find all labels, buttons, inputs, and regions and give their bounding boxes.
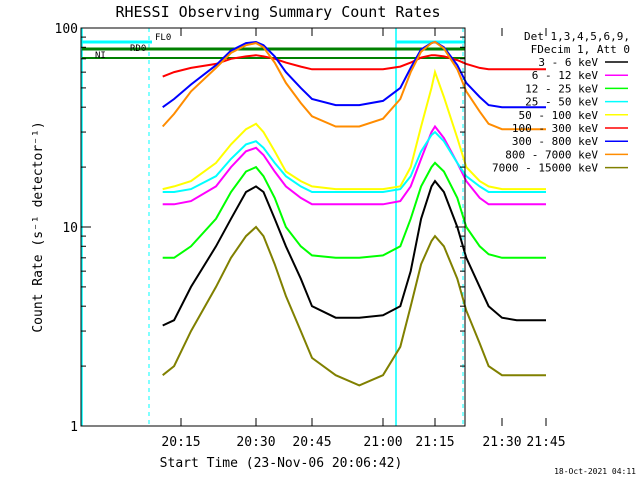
series-line-5 xyxy=(162,54,546,78)
y-axis-label: Count Rate (s⁻¹ detector⁻¹) xyxy=(31,121,46,332)
legend-entry-4: 50 - 100 keV xyxy=(519,109,599,122)
legend-entry-0: 3 - 6 keV xyxy=(538,56,598,69)
y-tick-label-0: 1 xyxy=(70,420,78,435)
legend-entry-3: 25 - 50 keV xyxy=(525,96,598,109)
series-line-1 xyxy=(162,124,546,206)
x-tick-label-2: 20:45 xyxy=(292,435,331,450)
x-tick-label-1: 20:30 xyxy=(236,435,275,450)
x-tick-label-0: 20:15 xyxy=(161,435,200,450)
series-line-3 xyxy=(162,130,546,193)
series-line-4 xyxy=(162,68,546,191)
x-axis-label: Start Time (23-Nov-06 20:06:42) xyxy=(160,456,403,471)
series-line-6 xyxy=(162,40,546,109)
legend-entry-5: 100 - 300 keV xyxy=(512,122,598,135)
series-line-2 xyxy=(162,161,546,259)
legend-header-line-1: Det 1,3,4,5,6,9, xyxy=(524,30,630,43)
flag-label-rd0: RD0 xyxy=(130,44,146,54)
legend-entry-7: 800 - 7000 keV xyxy=(505,148,598,161)
series-line-0 xyxy=(162,179,546,327)
legend-entry-2: 12 - 25 keV xyxy=(525,82,598,95)
series-layer xyxy=(161,40,546,387)
flag-label-ni: NI xyxy=(95,51,106,61)
x-tick-label-3: 21:00 xyxy=(363,435,402,450)
legend-header-line-2: FDecim 1, Att 0 xyxy=(531,43,630,56)
x-tick-label-6: 21:45 xyxy=(526,435,565,450)
y-tick-label-1: 10 xyxy=(62,221,78,236)
legend-entry-8: 7000 - 15000 keV xyxy=(492,162,598,175)
legend-entry-1: 6 - 12 keV xyxy=(532,69,599,82)
flag-label-fl0: FL0 xyxy=(155,33,171,43)
x-tick-label-5: 21:30 xyxy=(482,435,521,450)
legend: Det 1,3,4,5,6,9, FDecim 1, Att 0 3 - 6 k… xyxy=(492,30,630,175)
timestamp: 18-Oct-2021 04:11 xyxy=(554,467,636,476)
chart-title: RHESSI Observing Summary Count Rates xyxy=(115,3,440,21)
x-tick-label-4: 21:15 xyxy=(415,435,454,450)
series-line-7 xyxy=(161,40,546,131)
legend-entry-6: 300 - 800 keV xyxy=(512,135,598,148)
x-axis: 20:15 20:30 20:45 21:00 21:15 21:30 21:45 xyxy=(161,28,566,450)
series-line-8 xyxy=(162,225,546,387)
y-axis: 1 10 100 xyxy=(55,22,465,435)
y-tick-label-2: 100 xyxy=(55,22,78,37)
